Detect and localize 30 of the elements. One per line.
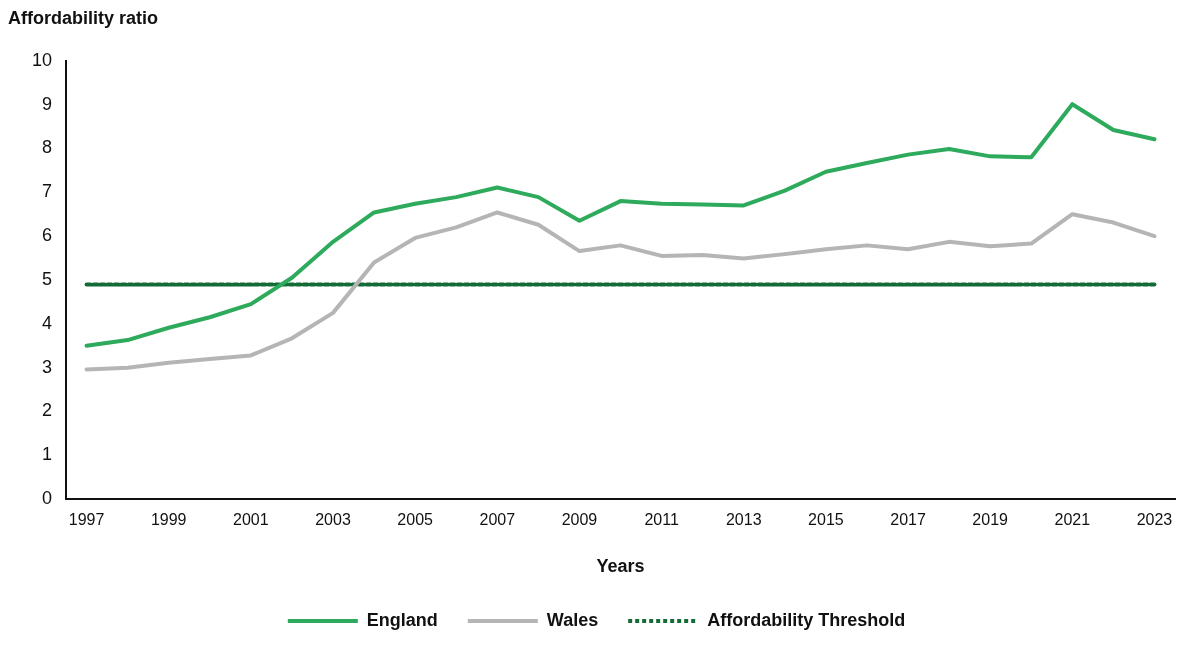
y-tick-label: 0	[42, 488, 53, 509]
x-axis-title: Years	[596, 556, 645, 577]
y-tick-label: 5	[42, 268, 53, 289]
y-tick-label: 2	[42, 400, 53, 421]
y-tick-label: 8	[42, 137, 53, 158]
y-tick-label: 4	[42, 312, 53, 333]
legend-label: England	[366, 609, 438, 630]
y-tick-label: 3	[42, 356, 53, 377]
x-tick-label: 2019	[972, 511, 1009, 529]
x-tick-label: 2017	[890, 511, 926, 529]
x-tick-label: 2021	[1054, 511, 1091, 529]
x-tick-label: 2023	[1136, 511, 1173, 529]
x-tick-label: 2009	[561, 511, 598, 529]
x-tick-label: 1997	[68, 511, 105, 529]
x-tick-label: 2011	[644, 511, 679, 529]
x-tick-label: 2015	[808, 511, 844, 529]
legend-label: Affordability Threshold	[707, 609, 906, 630]
y-tick-label: 6	[42, 225, 53, 246]
x-tick-label: 1999	[150, 511, 187, 529]
x-tick-label: 2005	[397, 511, 434, 529]
y-tick-label: 9	[42, 93, 53, 114]
y-tick-label: 7	[42, 181, 53, 202]
x-tick-label: 2001	[233, 511, 269, 529]
x-tick-label: 2007	[479, 511, 516, 529]
y-axis-title: Affordability ratio	[8, 8, 159, 30]
x-tick-label: 2013	[725, 511, 762, 529]
x-tick-label: 2003	[315, 511, 351, 529]
y-tick-label: 10	[31, 49, 53, 70]
legend-label: Wales	[546, 609, 599, 630]
y-tick-label: 1	[42, 444, 53, 465]
